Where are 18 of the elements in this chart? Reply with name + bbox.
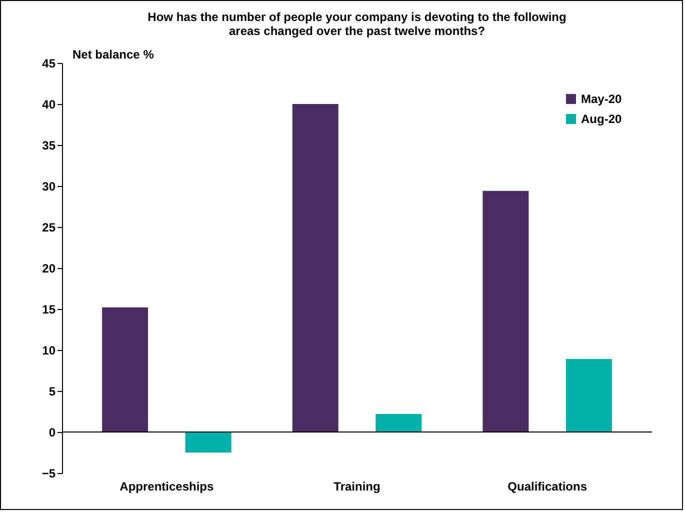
- y-tick-label: 40: [42, 98, 56, 112]
- chart-title: How has the number of people your company is devoting to the following areas changed over the past twelve months?: [148, 10, 566, 38]
- legend-label: May-20: [581, 92, 622, 106]
- y-axis-title: Net balance %: [72, 48, 154, 62]
- x-tick-label: Qualifications: [508, 480, 588, 494]
- x-tick-label: Training: [334, 480, 380, 494]
- y-tick-label: 25: [42, 220, 56, 234]
- y-tick-label: 45: [42, 56, 56, 70]
- y-tick-label: 20: [42, 262, 56, 276]
- y-tick-label: −5: [42, 466, 56, 480]
- legend-label: Aug-20: [581, 112, 622, 126]
- y-tick-label: 30: [42, 180, 56, 194]
- y-tick-label: 10: [42, 344, 56, 358]
- y-tick-label: 5: [48, 384, 56, 398]
- y-tick-label: 15: [42, 302, 56, 316]
- x-tick-label: Apprenticeships: [120, 480, 214, 494]
- y-tick-label: 0: [48, 426, 56, 440]
- y-tick-label: 35: [42, 138, 56, 152]
